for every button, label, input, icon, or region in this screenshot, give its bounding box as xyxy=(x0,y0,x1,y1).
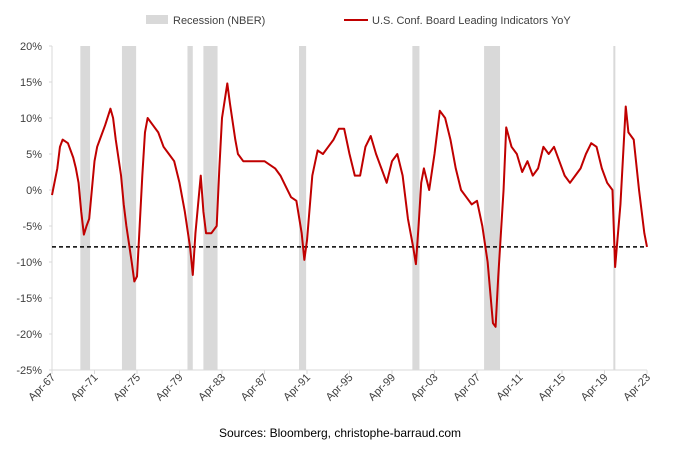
series-line xyxy=(51,82,648,328)
recession-band xyxy=(80,46,91,370)
recession-band xyxy=(121,46,137,370)
x-tick-label: Apr-87 xyxy=(239,372,271,404)
x-tick-label: Apr-91 xyxy=(281,372,313,404)
recession-band xyxy=(484,46,501,370)
legend-swatch xyxy=(146,15,168,24)
y-tick-label: 20% xyxy=(20,41,42,53)
recession-band xyxy=(203,46,218,370)
source-note: Sources: Bloomberg, christophe-barraud.c… xyxy=(219,426,461,440)
y-tick-label: -15% xyxy=(16,293,42,305)
x-tick-label: Apr-83 xyxy=(196,372,228,404)
y-tick-label: -20% xyxy=(16,329,42,341)
y-tick-label: 15% xyxy=(20,77,42,89)
legend-label: U.S. Conf. Board Leading Indicators YoY xyxy=(372,15,571,27)
legend-label: Recession (NBER) xyxy=(173,15,265,27)
y-tick-label: 10% xyxy=(20,113,42,125)
x-tick-label: Apr-03 xyxy=(409,372,441,404)
x-tick-label: Apr-11 xyxy=(494,372,525,403)
x-tick-label: Apr-99 xyxy=(366,372,398,404)
x-tick-label: Apr-71 xyxy=(69,372,101,404)
x-tick-label: Apr-79 xyxy=(154,372,186,404)
recession-band xyxy=(412,46,420,370)
y-tick-label: -25% xyxy=(16,365,42,377)
recession-band xyxy=(613,46,616,370)
y-tick-label: -5% xyxy=(22,221,42,233)
x-tick-label: Apr-75 xyxy=(111,372,143,404)
y-tick-label: 0% xyxy=(26,185,42,197)
x-tick-label: Apr-15 xyxy=(536,372,568,404)
y-tick-label: -10% xyxy=(16,257,42,269)
recession-band xyxy=(187,46,193,370)
x-tick-label: Apr-23 xyxy=(621,372,653,404)
recession-band xyxy=(299,46,307,370)
x-tick-label: Apr-07 xyxy=(451,372,483,404)
x-tick-label: Apr-95 xyxy=(324,372,356,404)
x-tick-label: Apr-19 xyxy=(579,372,611,404)
y-tick-label: 5% xyxy=(26,149,42,161)
